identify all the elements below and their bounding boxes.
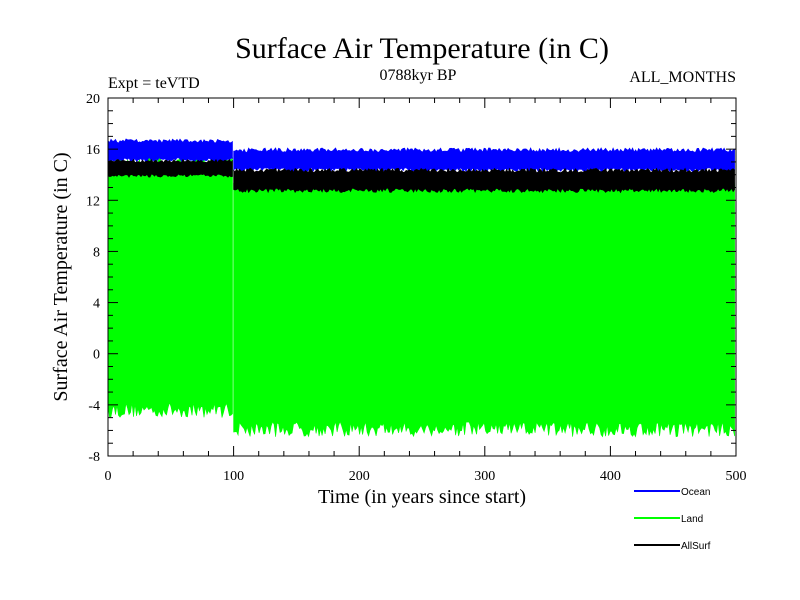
- x-tick-label-400: 400: [600, 469, 621, 484]
- x-tick-label-300: 300: [474, 469, 495, 484]
- legend-label-ocean: Ocean: [681, 487, 710, 498]
- x-tick-label-200: 200: [349, 469, 370, 484]
- series-land-band-1: [107, 155, 233, 418]
- series-ocean-band-1: [107, 138, 233, 163]
- series-land: [107, 155, 735, 438]
- y-tick-label--4: -4: [88, 399, 100, 414]
- legend-label-allsurf: AllSurf: [681, 541, 711, 552]
- y-tick-label-8: 8: [93, 245, 100, 260]
- x-tick-label-500: 500: [726, 469, 747, 484]
- y-axis-label: Surface Air Temperature (in C): [50, 152, 72, 401]
- y-tick-label-12: 12: [86, 194, 100, 209]
- y-tick-label-20: 20: [86, 92, 100, 107]
- x-tick-label-0: 0: [105, 469, 112, 484]
- series-ocean-band-2: [233, 147, 735, 173]
- series-allsurf: [107, 158, 735, 194]
- period-label: 0788kyr BP: [380, 67, 457, 84]
- x-axis: 0 100 200 300 400 500: [105, 98, 747, 484]
- series-land-band-2: [233, 171, 735, 438]
- series-allsurf-band-1: [107, 158, 233, 178]
- chart-title: Surface Air Temperature (in C): [235, 32, 609, 65]
- series-allsurf-band-2: [233, 167, 735, 194]
- legend-label-land: Land: [681, 514, 703, 525]
- experiment-label: Expt = teVTD: [108, 75, 200, 92]
- y-tick-label--8: -8: [88, 450, 100, 465]
- y-tick-label-16: 16: [86, 143, 100, 158]
- y-axis: -8 -4 0 4 8 12 16 20: [86, 92, 736, 465]
- x-axis-label: Time (in years since start): [318, 486, 526, 508]
- y-tick-label-4: 4: [93, 297, 100, 312]
- x-tick-label-100: 100: [223, 469, 244, 484]
- months-label: ALL_MONTHS: [629, 69, 736, 86]
- y-tick-label-0: 0: [93, 348, 100, 363]
- legend: Ocean Land AllSurf: [634, 487, 711, 552]
- plot-area: [107, 138, 735, 438]
